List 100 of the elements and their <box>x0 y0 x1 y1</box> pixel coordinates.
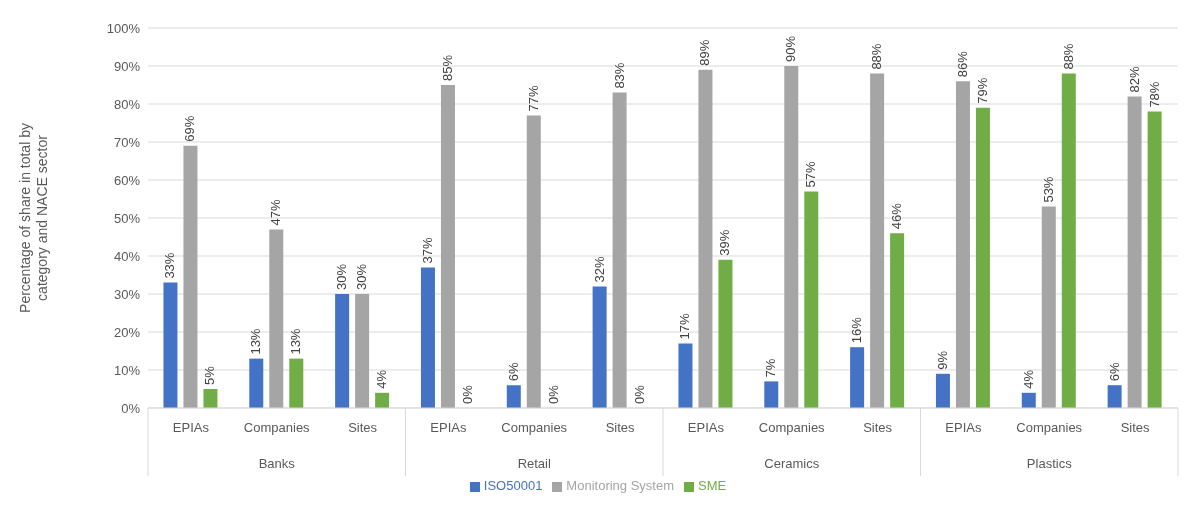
data-label: 69% <box>182 115 198 142</box>
legend-label: ISO50001 <box>483 478 543 493</box>
bar <box>804 191 819 408</box>
bar <box>289 358 304 408</box>
data-label: 7% <box>763 358 779 378</box>
bar <box>335 294 350 408</box>
data-label: 37% <box>419 236 435 264</box>
y-tick-label: 80% <box>113 96 141 112</box>
bar <box>784 66 799 408</box>
data-label: 79% <box>974 77 990 104</box>
data-label: 88% <box>869 43 885 70</box>
data-label: 46% <box>889 202 905 230</box>
data-label: 85% <box>439 54 455 81</box>
bar <box>249 358 264 408</box>
x-tick-label: Companies <box>501 420 568 435</box>
x-tick-label: Companies <box>243 420 311 435</box>
data-label: 0% <box>459 384 475 404</box>
y-tick-label: 20% <box>113 324 141 340</box>
y-tick-label: 60% <box>113 172 141 188</box>
data-label: 30% <box>334 263 350 290</box>
data-label: 82% <box>1126 65 1142 93</box>
x-tick-label: Companies <box>758 420 826 435</box>
data-label: 6% <box>505 361 521 382</box>
x-tick-label: Sites <box>605 420 636 435</box>
bar <box>183 145 198 408</box>
y-tick-label: 100% <box>106 20 141 36</box>
data-label: 39% <box>717 229 733 256</box>
bar <box>1061 73 1076 408</box>
data-label: 57% <box>803 160 819 188</box>
data-label: 33% <box>162 252 178 279</box>
bar <box>698 69 713 408</box>
text: Ceramics <box>764 456 820 471</box>
bar <box>678 343 693 408</box>
legend-label: SME <box>698 478 727 493</box>
data-label: 90% <box>783 35 799 62</box>
data-label: 13% <box>248 328 264 355</box>
data-label: 77% <box>525 84 541 112</box>
bar <box>935 373 950 408</box>
data-label: 89% <box>697 39 713 66</box>
text: Plastics <box>1026 456 1073 471</box>
bar <box>526 115 541 408</box>
bar <box>1147 111 1162 408</box>
bar <box>1107 385 1122 408</box>
data-label: 47% <box>268 198 284 226</box>
x-tick-label: EPIAs <box>945 420 982 435</box>
data-label: 32% <box>591 255 607 283</box>
data-label: 4% <box>1020 369 1036 389</box>
y-tick-label: 40% <box>113 248 141 264</box>
bar <box>764 381 779 408</box>
x-tick-label: EPIAs <box>172 420 210 435</box>
data-label: 86% <box>954 50 970 78</box>
y-tick-label: 50% <box>113 210 141 226</box>
y-tick-label: 30% <box>113 286 141 302</box>
x-tick-label: Sites <box>348 420 378 435</box>
x-tick-label: EPIAs <box>430 420 467 435</box>
bar <box>592 286 607 408</box>
data-label: 13% <box>288 328 304 355</box>
bar <box>1127 96 1142 408</box>
y-tick-label: 70% <box>113 134 141 150</box>
legend-label: Monitoring System <box>566 478 675 493</box>
y-tick-label: 90% <box>113 58 141 74</box>
data-label: 6% <box>1106 361 1122 382</box>
bar <box>203 389 218 408</box>
bar <box>440 85 455 408</box>
data-label: 0% <box>545 384 561 404</box>
x-tick-label: Sites <box>1120 420 1151 435</box>
x-tick-label: EPIAs <box>687 420 725 435</box>
bar <box>1041 206 1056 408</box>
data-label: 53% <box>1040 176 1056 203</box>
bar <box>870 73 885 408</box>
bar <box>420 267 435 408</box>
bar <box>850 347 865 408</box>
bar <box>375 392 390 408</box>
text: Banks <box>258 456 296 471</box>
y-tick-label: 0% <box>121 400 141 416</box>
data-label: 5% <box>202 365 218 385</box>
bar <box>612 92 627 408</box>
data-label: 9% <box>934 350 950 370</box>
bar <box>890 233 905 408</box>
data-label: 88% <box>1060 43 1076 70</box>
bar <box>975 107 990 408</box>
x-tick-label: Sites <box>863 420 893 435</box>
data-label: 0% <box>631 384 647 404</box>
data-label: 30% <box>354 263 370 290</box>
bar <box>1021 392 1036 408</box>
y-axis-title: Percentage of share in total by category and NACE sector <box>17 123 50 313</box>
bar <box>718 259 733 408</box>
data-label: 17% <box>677 312 693 340</box>
data-label: 16% <box>849 316 865 344</box>
text: Retail <box>517 456 551 471</box>
y-tick-label: 10% <box>113 362 141 378</box>
bar <box>955 81 970 408</box>
bar <box>163 282 178 408</box>
data-label: 4% <box>374 369 390 389</box>
bar <box>506 385 521 408</box>
data-label: 83% <box>611 62 627 89</box>
data-label: 78% <box>1146 81 1162 108</box>
x-tick-label: Companies <box>1016 420 1083 435</box>
bar <box>355 294 370 408</box>
bar <box>269 229 284 408</box>
